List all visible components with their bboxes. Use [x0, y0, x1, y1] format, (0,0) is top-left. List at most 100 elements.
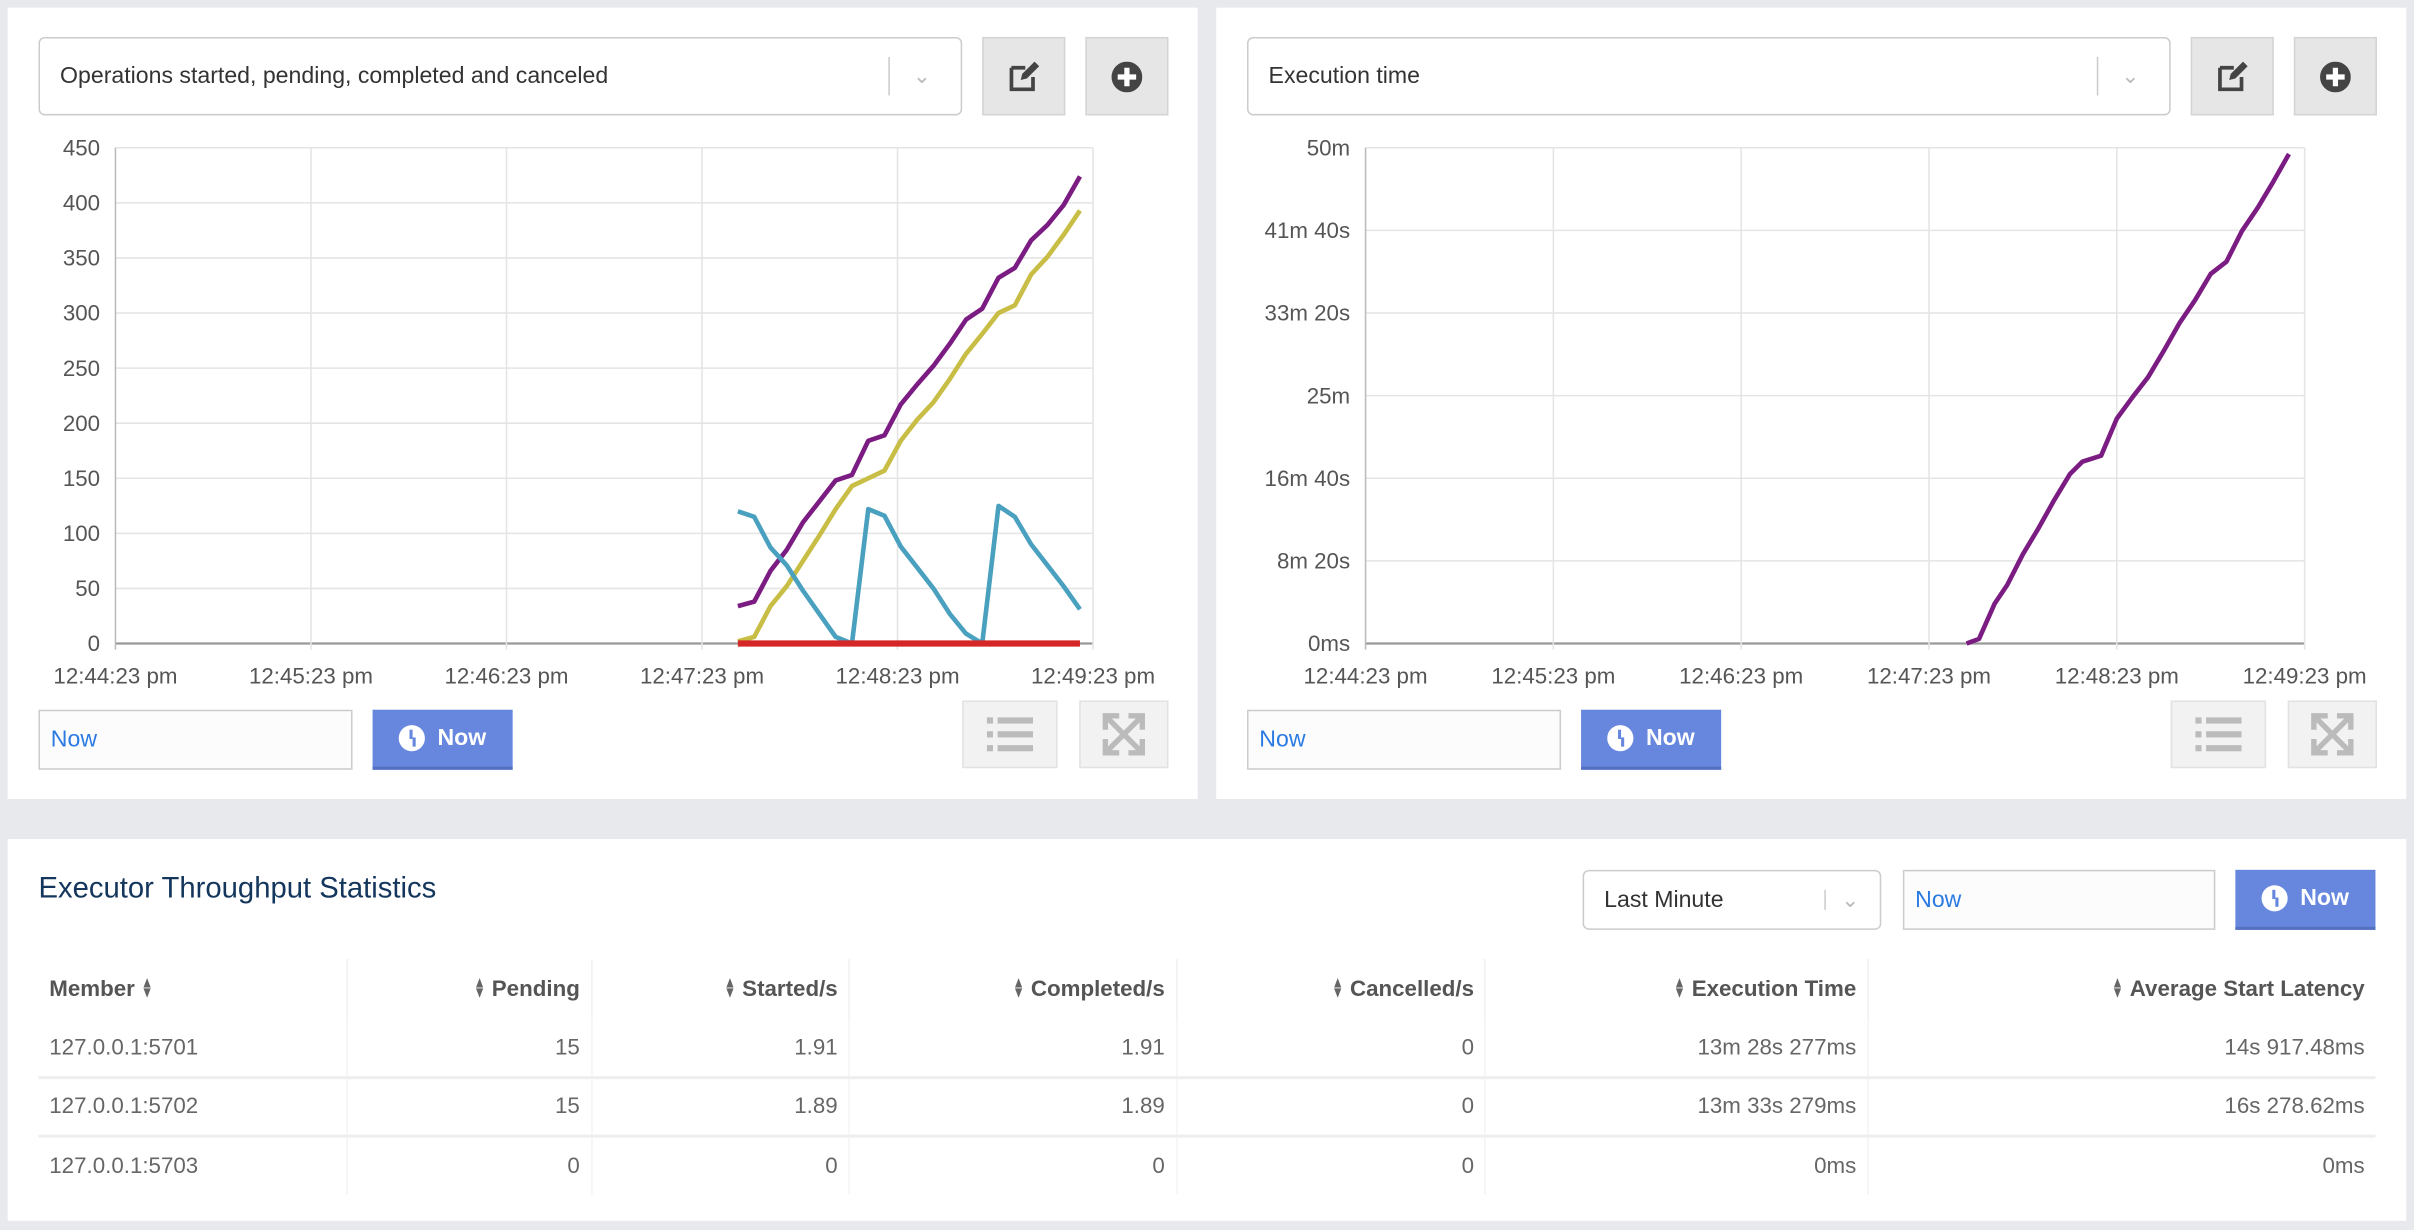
table-cell: 0 — [1175, 1076, 1486, 1137]
edit-icon — [1009, 60, 1040, 91]
stats-now-button[interactable]: Now — [2235, 869, 2376, 930]
column-header[interactable]: ▲ ▼ Cancelled/s — [1175, 959, 1486, 1020]
stats-title: Executor Throughput Statistics — [38, 872, 437, 906]
table-cell: 15 — [346, 1019, 592, 1078]
legend-toggle-button[interactable] — [2170, 700, 2267, 769]
column-header[interactable]: ▲ ▼ Average Start Latency — [1867, 959, 2376, 1020]
table-cell: 1.91 — [848, 1019, 1177, 1078]
chevron-down-icon: ⌄ — [2121, 63, 2140, 88]
now-button[interactable]: Now — [1581, 709, 1722, 770]
now-label: Now — [1645, 725, 1695, 752]
table-row: 127.0.0.1:5702 15 1.89 1.89 0 13m 33s 279ms 16… — [38, 1076, 2376, 1137]
column-header[interactable]: ▲ ▼ Pending — [346, 959, 592, 1020]
add-chart-button[interactable] — [2293, 36, 2377, 116]
column-header[interactable]: ▲ ▼ Completed/s — [848, 959, 1177, 1020]
fullscreen-button[interactable] — [1079, 700, 1169, 769]
y-tick-label: 400 — [63, 191, 100, 216]
sort-icon: ▲ ▼ — [473, 972, 486, 1001]
column-header[interactable]: ▲ ▼ Started/s — [590, 959, 850, 1020]
sort-icon: ▲ ▼ — [2111, 972, 2124, 1001]
plus-circle-icon — [1111, 60, 1143, 92]
executor-throughput-panel: Executor Throughput Statistics Last Minu… — [7, 839, 2407, 1221]
table-cell: 14s 917.48ms — [1867, 1019, 2376, 1078]
y-tick-label: 100 — [63, 521, 100, 546]
table-cell: 0 — [1175, 1019, 1486, 1078]
clock-icon — [2261, 885, 2288, 912]
table-cell: 1.91 — [590, 1019, 850, 1078]
column-label: Member — [49, 976, 135, 1002]
table-row: 127.0.0.1:5703 0 0 0 0 0ms 0ms — [38, 1134, 2376, 1195]
table-cell: 0 — [848, 1134, 1177, 1195]
edit-icon — [2218, 60, 2248, 91]
column-label: Started/s — [742, 976, 838, 1002]
table-cell: 16s 278.62ms — [1867, 1076, 2376, 1137]
range-select-value: Last Minute — [1604, 886, 1724, 913]
table-cell: 0 — [1175, 1134, 1486, 1195]
x-tick-label: 12:48:23 pm — [2055, 664, 2179, 689]
x-tick-label: 12:47:23 pm — [640, 664, 764, 689]
x-tick-label: 12:47:23 pm — [1867, 664, 1991, 689]
time-input[interactable]: Now — [1246, 709, 1562, 770]
now-button[interactable]: Now — [372, 709, 513, 770]
x-tick-label: 12:49:23 pm — [2243, 664, 2367, 689]
now-label: Now — [437, 725, 487, 752]
metric-select[interactable]: Execution time ⌄ — [1246, 36, 2171, 116]
sort-icon: ▲ ▼ — [1331, 972, 1344, 1001]
y-tick-label: 350 — [63, 246, 100, 271]
plus-circle-icon — [2320, 60, 2351, 92]
legend-toggle-button[interactable] — [962, 700, 1058, 769]
column-label: Pending — [491, 976, 580, 1002]
chevron-down-icon: ⌄ — [1841, 886, 1860, 912]
column-header[interactable]: ▲ ▼ Execution Time — [1484, 959, 1868, 1020]
y-tick-label: 250 — [63, 356, 100, 381]
y-tick-label: 0ms — [1308, 631, 1350, 656]
clock-icon — [1607, 725, 1634, 752]
expand-icon — [1102, 713, 1146, 756]
list-icon — [2195, 717, 2242, 752]
x-tick-label: 12:45:23 pm — [249, 664, 373, 689]
y-tick-label: 50 — [75, 576, 100, 601]
list-icon — [986, 717, 1034, 752]
edit-chart-button[interactable] — [982, 36, 1066, 116]
x-tick-label: 12:46:23 pm — [444, 664, 568, 689]
series-line-2 — [737, 503, 1082, 646]
y-tick-label: 300 — [63, 301, 100, 326]
chart-plot: 0 50 100 150 200 250 300 350 400 450 12:44:23 pm 12… — [53, 135, 1155, 689]
column-header[interactable]: Member ▲ ▼ — [38, 959, 347, 1019]
metric-select[interactable]: Operations started, pending, completed a… — [38, 36, 963, 116]
column-label: Cancelled/s — [1349, 976, 1475, 1002]
x-tick-label: 12:45:23 pm — [1491, 664, 1615, 689]
chart-plot: 0ms 8m 20s 16m 40s 25m 33m 20s 41m 40s 50m 12:4… — [1265, 135, 2367, 689]
series-line-1 — [737, 209, 1082, 644]
fullscreen-button[interactable] — [2287, 700, 2377, 769]
y-tick-label: 50m — [1307, 135, 1350, 160]
table-cell: 0 — [590, 1134, 850, 1195]
sort-icon: ▲ ▼ — [723, 972, 737, 1001]
sort-icon: ▲ ▼ — [141, 972, 154, 1001]
table-cell: 1.89 — [848, 1076, 1177, 1137]
table-cell: 0ms — [1867, 1134, 2376, 1195]
stats-table: Member ▲ ▼ ▲ ▼ Pending ▲ ▼ Started/s ▲ ▼ Completed/… — [38, 959, 2376, 1195]
x-tick-label: 12:44:23 pm — [53, 664, 177, 689]
sort-icon: ▲ ▼ — [1012, 972, 1025, 1001]
table-cell: 13m 33s 279ms — [1484, 1076, 1868, 1137]
series-line-0 — [1965, 152, 2291, 646]
range-select[interactable]: Last Minute ⌄ — [1582, 869, 1882, 930]
time-input[interactable]: Now — [38, 709, 353, 770]
clock-icon — [398, 725, 426, 752]
x-tick-label: 12:44:23 pm — [1304, 664, 1428, 689]
x-tick-label: 12:49:23 pm — [1031, 664, 1155, 689]
metric-select-value: Execution time — [1268, 63, 1421, 90]
edit-chart-button[interactable] — [2190, 36, 2274, 116]
y-tick-label: 41m 40s — [1265, 218, 1351, 243]
metric-select-value: Operations started, pending, completed a… — [60, 63, 609, 90]
table-cell: 13m 28s 277ms — [1484, 1019, 1868, 1078]
chart-panel-execution-time: Execution time ⌄ Now Now 0ms 8m 20s 16m 40… — [1216, 7, 2407, 800]
add-chart-button[interactable] — [1085, 36, 1169, 116]
y-tick-label: 33m 20s — [1265, 301, 1351, 326]
column-label: Execution Time — [1691, 976, 1857, 1002]
chart-panel-operations: Operations started, pending, completed a… — [7, 7, 1198, 800]
y-tick-label: 0 — [88, 631, 100, 656]
table-cell: 15 — [346, 1076, 592, 1137]
stats-time-input[interactable]: Now — [1902, 869, 2216, 930]
